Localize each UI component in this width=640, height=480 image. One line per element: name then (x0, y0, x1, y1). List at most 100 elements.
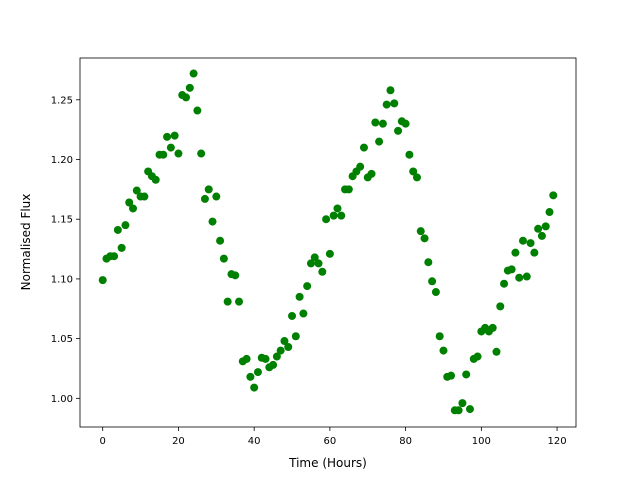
data-point (359, 143, 368, 152)
data-point (246, 372, 255, 381)
x-tick-label: 100 (472, 436, 491, 447)
data-point (378, 119, 387, 128)
data-point (314, 259, 323, 268)
y-tick-label: 1.25 (51, 95, 73, 106)
x-tick-label: 60 (324, 436, 337, 447)
data-point (174, 149, 183, 158)
data-point (496, 302, 505, 311)
data-point (454, 406, 463, 415)
data-point (515, 273, 524, 282)
data-point (420, 234, 429, 243)
data-point (189, 69, 198, 78)
data-point (458, 399, 467, 408)
data-point (492, 347, 501, 356)
data-point (303, 282, 312, 291)
data-point (110, 252, 119, 261)
data-point (235, 297, 244, 306)
y-tick-label: 1.05 (51, 334, 73, 345)
data-point (356, 162, 365, 171)
data-point (231, 271, 240, 280)
data-point (375, 137, 384, 146)
data-point (212, 192, 221, 201)
data-point (401, 119, 410, 128)
data-point (250, 383, 259, 392)
data-point (390, 99, 399, 108)
data-point (526, 239, 535, 248)
data-point (182, 93, 191, 102)
y-axis-label: Normalised Flux (19, 194, 33, 291)
data-point (534, 224, 543, 233)
data-point (431, 288, 440, 297)
data-point (511, 248, 520, 257)
data-point (208, 217, 217, 226)
y-tick-label: 1.00 (51, 394, 73, 405)
data-point (219, 254, 228, 263)
data-point (98, 276, 107, 285)
data-point (409, 167, 418, 176)
data-point (204, 185, 213, 194)
data-point (447, 371, 456, 380)
data-point (473, 352, 482, 361)
data-point (200, 194, 209, 203)
data-point (537, 231, 546, 240)
data-point (518, 236, 527, 245)
data-point (424, 258, 433, 267)
data-point (386, 86, 395, 95)
data-point (371, 118, 380, 127)
data-point (507, 265, 516, 274)
data-point (325, 249, 334, 258)
data-point (522, 272, 531, 281)
data-point (549, 191, 558, 200)
data-point (333, 204, 342, 213)
data-point (295, 292, 304, 301)
data-point (197, 149, 206, 158)
data-point (462, 370, 471, 379)
data-point (412, 173, 421, 182)
data-point (269, 360, 278, 369)
data-point (465, 405, 474, 414)
data-point (435, 332, 444, 341)
data-point (416, 227, 425, 236)
data-point (530, 248, 539, 257)
x-tick-label: 80 (399, 436, 412, 447)
data-point (337, 211, 346, 220)
x-tick-label: 40 (248, 436, 261, 447)
data-point (488, 323, 497, 332)
data-point (125, 198, 134, 207)
data-point (382, 100, 391, 109)
data-point (545, 208, 554, 217)
data-point (405, 150, 414, 159)
data-point (159, 150, 168, 159)
data-point (129, 204, 138, 213)
x-axis-label: Time (Hours) (288, 456, 367, 470)
data-point (299, 309, 308, 318)
data-point (367, 169, 376, 178)
y-tick-label: 1.20 (51, 155, 73, 166)
data-point (140, 192, 149, 201)
data-point (170, 131, 179, 140)
data-point (185, 83, 194, 92)
data-point (288, 311, 297, 320)
data-point (166, 143, 175, 152)
data-point (216, 236, 225, 245)
data-point (284, 342, 293, 351)
data-point (223, 297, 232, 306)
data-point (428, 277, 437, 286)
data-point (132, 186, 141, 195)
data-point (329, 211, 338, 220)
x-tick-label: 0 (100, 436, 106, 447)
y-tick-label: 1.15 (51, 215, 73, 226)
data-point (541, 222, 550, 231)
data-point (306, 259, 315, 268)
y-tick-label: 1.10 (51, 274, 73, 285)
data-point (291, 332, 300, 341)
x-tick-label: 120 (548, 436, 567, 447)
data-point (193, 106, 202, 115)
data-point (500, 279, 509, 288)
data-point (272, 352, 281, 361)
data-point (276, 346, 285, 355)
x-tick-label: 20 (172, 436, 185, 447)
data-point (344, 185, 353, 194)
